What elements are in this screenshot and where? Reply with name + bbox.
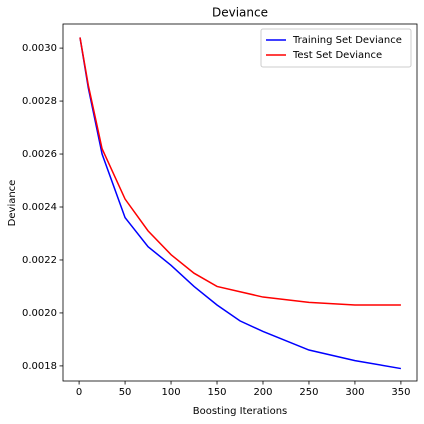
plot-frame — [62, 23, 418, 382]
y-tick-label: 0.0018 — [22, 361, 57, 372]
y-tick-label: 0.0026 — [22, 149, 57, 160]
series-line — [79, 37, 402, 370]
legend-label: Training Set Deviance — [292, 35, 402, 46]
legend-label: Test Set Deviance — [292, 50, 382, 61]
x-tick-label: 0 — [76, 387, 82, 398]
y-tick-label: 0.0030 — [22, 43, 57, 54]
series-line — [79, 37, 401, 306]
x-tick-label: 200 — [253, 387, 272, 398]
y-tick-label: 0.0022 — [22, 255, 57, 266]
x-axis-label: Boosting Iterations — [193, 406, 288, 417]
legend-box — [260, 28, 412, 68]
x-tick-label: 50 — [119, 387, 132, 398]
y-tick-label: 0.0028 — [22, 96, 57, 107]
x-tick-label: 100 — [161, 387, 180, 398]
y-tick-label: 0.0020 — [22, 308, 57, 319]
y-tick-label: 0.0024 — [22, 202, 57, 213]
y-axis-label: Deviance — [7, 180, 18, 227]
x-tick-label: 150 — [207, 387, 226, 398]
chart-title: Deviance — [212, 6, 268, 20]
x-tick-label: 350 — [391, 387, 410, 398]
x-tick-label: 250 — [299, 387, 318, 398]
x-tick-label: 300 — [345, 387, 364, 398]
